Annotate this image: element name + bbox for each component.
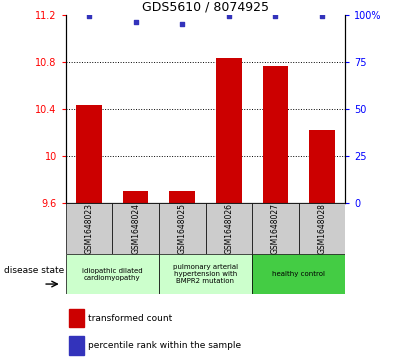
Text: pulmonary arterial
hypertension with
BMPR2 mutation: pulmonary arterial hypertension with BMP… bbox=[173, 264, 238, 284]
Point bbox=[179, 21, 185, 27]
Text: idiopathic dilated
cardiomyopathy: idiopathic dilated cardiomyopathy bbox=[82, 268, 143, 281]
FancyBboxPatch shape bbox=[252, 254, 345, 294]
Text: GSM1648024: GSM1648024 bbox=[131, 203, 140, 254]
FancyBboxPatch shape bbox=[159, 203, 206, 254]
Bar bbox=[69, 309, 84, 327]
Bar bbox=[309, 130, 335, 203]
FancyBboxPatch shape bbox=[299, 203, 345, 254]
Point bbox=[272, 13, 279, 19]
Point bbox=[319, 13, 325, 19]
Text: healthy control: healthy control bbox=[272, 271, 325, 277]
Text: GSM1648027: GSM1648027 bbox=[271, 203, 280, 254]
Text: GSM1648023: GSM1648023 bbox=[85, 203, 94, 254]
Bar bbox=[216, 58, 242, 203]
Bar bbox=[263, 66, 288, 203]
Point bbox=[86, 13, 92, 19]
Bar bbox=[123, 192, 148, 203]
FancyBboxPatch shape bbox=[66, 203, 112, 254]
Title: GDS5610 / 8074925: GDS5610 / 8074925 bbox=[142, 0, 269, 13]
FancyBboxPatch shape bbox=[252, 203, 299, 254]
Text: GSM1648028: GSM1648028 bbox=[317, 203, 326, 254]
Bar bbox=[169, 192, 195, 203]
FancyBboxPatch shape bbox=[159, 254, 252, 294]
FancyBboxPatch shape bbox=[66, 254, 159, 294]
Bar bbox=[69, 336, 84, 355]
Bar bbox=[76, 105, 102, 203]
Text: disease state: disease state bbox=[4, 266, 65, 274]
Text: percentile rank within the sample: percentile rank within the sample bbox=[88, 341, 241, 350]
Text: transformed count: transformed count bbox=[88, 314, 172, 323]
Text: GSM1648025: GSM1648025 bbox=[178, 203, 187, 254]
Text: GSM1648026: GSM1648026 bbox=[224, 203, 233, 254]
Point bbox=[226, 13, 232, 19]
FancyBboxPatch shape bbox=[112, 203, 159, 254]
FancyBboxPatch shape bbox=[206, 203, 252, 254]
Point bbox=[132, 19, 139, 25]
